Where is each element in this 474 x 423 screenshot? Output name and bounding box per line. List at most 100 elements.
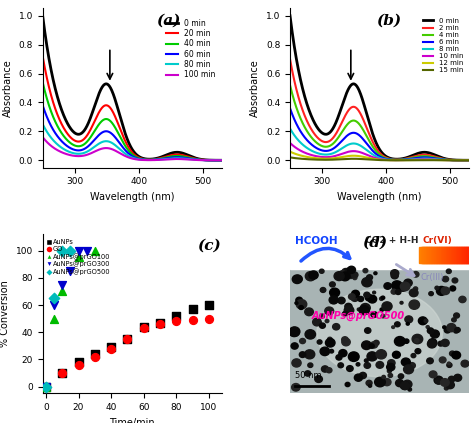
Line: 4 min: 4 min: [290, 85, 469, 160]
Circle shape: [394, 337, 405, 346]
0 min: [319, 130, 325, 135]
Circle shape: [440, 379, 449, 386]
Circle shape: [441, 287, 450, 294]
Circle shape: [459, 296, 466, 302]
GO: [91, 353, 99, 360]
Text: CO2 + H-H: CO2 + H-H: [365, 236, 419, 245]
Circle shape: [401, 358, 410, 366]
Bar: [432, 247, 437, 263]
40 min: [175, 154, 181, 159]
Circle shape: [411, 354, 416, 358]
Circle shape: [403, 365, 413, 374]
Circle shape: [356, 363, 360, 366]
Circle shape: [292, 359, 301, 367]
Circle shape: [366, 275, 373, 280]
Circle shape: [392, 326, 394, 328]
Circle shape: [427, 358, 433, 364]
Circle shape: [437, 286, 447, 295]
10 min: [407, 157, 412, 162]
Circle shape: [371, 342, 378, 348]
Circle shape: [315, 376, 322, 382]
AuNPs: [205, 302, 213, 308]
GO: [140, 325, 147, 332]
Circle shape: [428, 340, 437, 348]
Circle shape: [415, 339, 419, 343]
AuNPs@prGO300: [75, 247, 82, 254]
AuNPs: [173, 313, 180, 319]
Line: 10 min: 10 min: [290, 143, 469, 160]
Circle shape: [438, 341, 443, 346]
4 min: [333, 138, 339, 143]
Circle shape: [348, 294, 355, 299]
Circle shape: [362, 341, 371, 349]
Circle shape: [368, 295, 377, 303]
Text: AuNPs@prGO500: AuNPs@prGO500: [311, 310, 405, 321]
Circle shape: [289, 327, 299, 337]
Circle shape: [313, 318, 321, 326]
2 min: [466, 158, 472, 163]
Circle shape: [319, 323, 325, 328]
Circle shape: [441, 339, 449, 346]
Circle shape: [325, 319, 329, 323]
Bar: [453, 247, 457, 263]
Circle shape: [295, 302, 298, 304]
Circle shape: [351, 295, 359, 301]
10 min: [393, 158, 399, 163]
Bar: [290, 234, 469, 269]
0 min: [422, 150, 428, 155]
100 min: [160, 157, 165, 162]
10 min: [319, 154, 325, 159]
Circle shape: [447, 269, 451, 274]
12 min: [422, 157, 428, 162]
20 min: [160, 155, 165, 160]
Bar: [454, 247, 459, 263]
Circle shape: [305, 330, 316, 339]
Circle shape: [382, 376, 385, 379]
Line: 40 min: 40 min: [43, 82, 222, 160]
Circle shape: [384, 283, 392, 289]
AuNPs@prGO300: [58, 281, 66, 288]
Circle shape: [404, 339, 409, 343]
Circle shape: [373, 291, 375, 294]
2 min: [422, 152, 428, 157]
Circle shape: [296, 299, 307, 309]
AuNPs: [75, 359, 82, 365]
80 min: [160, 157, 165, 162]
Circle shape: [336, 355, 342, 360]
AuNPs@prGO300: [66, 268, 74, 275]
0 min: [86, 120, 91, 125]
Circle shape: [342, 338, 350, 346]
Circle shape: [412, 334, 423, 344]
Circle shape: [449, 351, 455, 356]
Text: (d): (d): [362, 236, 387, 250]
8 min: [393, 157, 399, 162]
Circle shape: [394, 322, 400, 327]
Circle shape: [395, 290, 401, 294]
Circle shape: [447, 363, 452, 368]
AuNPs@prGO500: [66, 247, 74, 254]
AuNPs@prGO100: [42, 383, 50, 390]
Circle shape: [340, 272, 350, 281]
10 min: [422, 157, 428, 162]
AuNPs@prGO100: [75, 254, 82, 261]
8 min: [368, 151, 374, 156]
12 min: [407, 157, 412, 162]
Legend: 0 min, 20 min, 40 min, 60 min, 80 min, 100 min: 0 min, 20 min, 40 min, 60 min, 80 min, 1…: [163, 16, 218, 82]
Bar: [438, 247, 442, 263]
Circle shape: [426, 326, 429, 328]
Circle shape: [347, 271, 355, 278]
Circle shape: [401, 382, 409, 390]
Circle shape: [406, 322, 409, 325]
6 min: [368, 146, 374, 151]
6 min: [319, 148, 325, 153]
Bar: [447, 247, 452, 263]
Circle shape: [401, 282, 410, 291]
Circle shape: [329, 282, 335, 287]
AuNPs@prGO100: [50, 315, 58, 322]
Legend: AuNPs, GO, AuNPs@prGO100, AuNPs@prGO300, AuNPs@prGO500: AuNPs, GO, AuNPs@prGO100, AuNPs@prGO300,…: [46, 238, 111, 277]
60 min: [86, 143, 91, 148]
Circle shape: [404, 284, 407, 287]
15 min: [287, 155, 293, 160]
0 min: [219, 158, 225, 163]
15 min: [422, 158, 428, 163]
